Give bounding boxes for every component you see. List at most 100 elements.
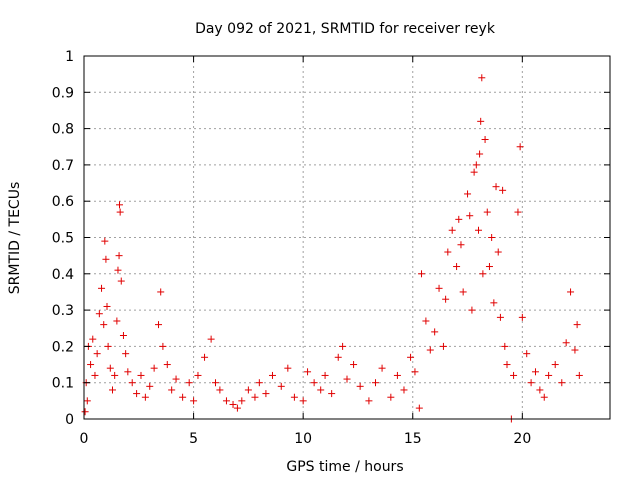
data-point: [459, 288, 467, 296]
data-point: [536, 386, 544, 394]
data-point: [448, 226, 456, 234]
data-point: [378, 364, 386, 372]
data-point: [490, 299, 498, 307]
data-point: [468, 306, 476, 314]
data-point: [531, 368, 539, 376]
data-point: [100, 321, 108, 329]
x-axis-label: GPS time / hours: [286, 459, 403, 475]
data-point: [431, 328, 439, 336]
data-point: [83, 397, 91, 405]
data-point: [516, 143, 524, 151]
data-point: [93, 350, 101, 358]
data-point: [476, 150, 484, 158]
data-point: [514, 208, 522, 216]
data-point: [268, 371, 276, 379]
y-tick-label: 1: [65, 49, 74, 65]
x-tick-label: 5: [189, 431, 198, 447]
data-point: [290, 393, 298, 401]
data-points: [81, 74, 583, 423]
data-point: [119, 332, 127, 340]
data-point: [124, 368, 132, 376]
data-point: [470, 168, 478, 176]
x-tick-label: 15: [404, 431, 422, 447]
data-point: [104, 342, 112, 350]
data-point: [387, 393, 395, 401]
data-point: [503, 361, 511, 369]
data-point: [116, 208, 124, 216]
data-point: [365, 397, 373, 405]
data-point: [523, 350, 531, 358]
data-point: [494, 248, 502, 256]
data-point: [575, 371, 583, 379]
data-point: [540, 393, 548, 401]
y-tick-label: 0.1: [52, 376, 74, 392]
y-tick-label: 0.3: [52, 303, 74, 319]
data-point: [496, 313, 504, 321]
data-point: [95, 310, 103, 318]
data-point: [108, 386, 116, 394]
y-tick-label: 0: [65, 412, 74, 428]
data-point: [244, 386, 252, 394]
data-point: [435, 284, 443, 292]
y-tick-label: 0.2: [52, 339, 74, 355]
data-point: [442, 295, 450, 303]
x-tick-labels: 0 5 10 15 20: [80, 431, 532, 447]
data-point: [571, 346, 579, 354]
data-point: [216, 386, 224, 394]
data-point: [185, 379, 193, 387]
data-point: [122, 350, 130, 358]
data-point: [255, 379, 263, 387]
data-point: [233, 404, 241, 412]
y-tick-label: 0.5: [52, 231, 74, 247]
data-point: [150, 364, 158, 372]
data-point: [551, 361, 559, 369]
x-tick-label: 10: [294, 431, 312, 447]
data-point: [479, 270, 487, 278]
data-point: [87, 361, 95, 369]
data-point: [117, 277, 125, 285]
data-point: [91, 371, 99, 379]
data-point: [481, 135, 489, 143]
data-point: [106, 364, 114, 372]
data-point: [422, 317, 430, 325]
y-tick-label: 0.6: [52, 194, 74, 210]
data-point: [179, 393, 187, 401]
data-point: [339, 342, 347, 350]
data-point: [284, 364, 292, 372]
data-point: [426, 346, 434, 354]
data-point: [101, 237, 109, 245]
data-point: [455, 215, 463, 223]
data-point: [439, 342, 447, 350]
x-tick-label: 0: [80, 431, 89, 447]
data-point: [222, 397, 230, 405]
y-tick-label: 0.9: [52, 85, 74, 101]
data-point: [317, 386, 325, 394]
data-point: [262, 390, 270, 398]
data-point: [141, 393, 149, 401]
data-point: [371, 379, 379, 387]
data-point: [229, 400, 237, 408]
data-point: [201, 353, 209, 361]
data-point: [477, 117, 485, 125]
data-point: [558, 379, 566, 387]
data-point: [299, 397, 307, 405]
data-point: [277, 382, 285, 390]
data-point: [155, 321, 163, 329]
data-point: [137, 371, 145, 379]
data-point: [478, 74, 486, 82]
data-point: [411, 368, 419, 376]
data-point: [190, 397, 198, 405]
data-point: [545, 371, 553, 379]
data-point: [418, 270, 426, 278]
data-point: [251, 393, 259, 401]
y-axis-label: SRMTID / TECUs: [7, 182, 23, 295]
data-point: [310, 379, 318, 387]
data-point: [146, 382, 154, 390]
data-point: [81, 408, 89, 416]
data-point: [518, 313, 526, 321]
y-tick-label: 0.4: [52, 267, 74, 283]
data-point: [485, 263, 493, 271]
y-tick-label: 0.8: [52, 122, 74, 138]
